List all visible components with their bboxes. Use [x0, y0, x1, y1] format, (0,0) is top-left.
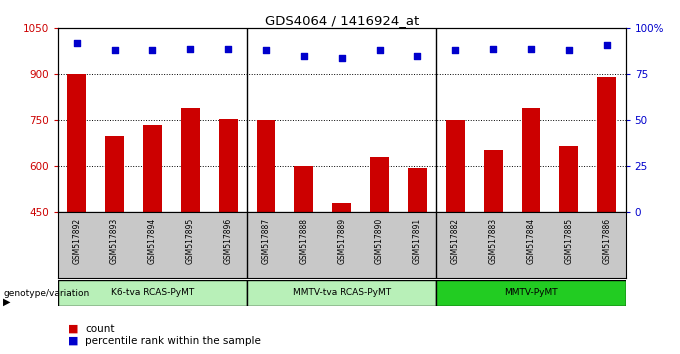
Text: MMTV-tva RCAS-PyMT: MMTV-tva RCAS-PyMT: [292, 289, 391, 297]
Point: [526, 46, 537, 51]
Text: ■: ■: [68, 336, 78, 346]
Bar: [247, 280, 437, 306]
Point: [488, 46, 498, 51]
Text: GSM517885: GSM517885: [564, 218, 573, 264]
Text: genotype/variation: genotype/variation: [3, 289, 90, 298]
Text: GSM517883: GSM517883: [489, 218, 498, 264]
Bar: [143, 125, 162, 212]
Point: [185, 46, 196, 51]
Bar: [560, 147, 578, 212]
Point: [299, 53, 309, 59]
Bar: [597, 78, 616, 212]
Bar: [446, 120, 464, 212]
Title: GDS4064 / 1416924_at: GDS4064 / 1416924_at: [265, 14, 419, 27]
Bar: [408, 168, 427, 212]
Text: GSM517893: GSM517893: [110, 218, 119, 264]
Text: GSM517887: GSM517887: [262, 218, 271, 264]
Text: GSM517896: GSM517896: [224, 218, 233, 264]
Point: [563, 47, 574, 53]
Point: [260, 47, 271, 53]
Point: [147, 47, 158, 53]
Text: GSM517886: GSM517886: [602, 218, 611, 264]
Bar: [256, 120, 275, 212]
Bar: [67, 74, 86, 212]
Bar: [333, 203, 351, 212]
Point: [222, 46, 234, 51]
Bar: [58, 280, 247, 306]
Text: GSM517890: GSM517890: [375, 218, 384, 264]
Text: GSM517889: GSM517889: [337, 218, 346, 264]
Bar: [105, 136, 124, 212]
Text: GSM517888: GSM517888: [299, 218, 308, 264]
Text: GSM517891: GSM517891: [413, 218, 422, 264]
Bar: [370, 157, 389, 212]
Bar: [219, 119, 237, 212]
Text: GSM517892: GSM517892: [72, 218, 81, 264]
Text: GSM517884: GSM517884: [526, 218, 535, 264]
Text: GSM517894: GSM517894: [148, 218, 157, 264]
Bar: [181, 108, 200, 212]
Point: [336, 55, 347, 61]
Text: GSM517882: GSM517882: [451, 218, 460, 264]
Text: count: count: [85, 324, 114, 333]
Bar: [483, 149, 503, 212]
Text: MMTV-PyMT: MMTV-PyMT: [504, 289, 558, 297]
Text: K6-tva RCAS-PyMT: K6-tva RCAS-PyMT: [111, 289, 194, 297]
Bar: [522, 108, 541, 212]
Point: [412, 53, 423, 59]
Point: [450, 47, 461, 53]
Text: GSM517895: GSM517895: [186, 218, 194, 264]
Bar: [437, 280, 626, 306]
Point: [109, 47, 120, 53]
Text: ■: ■: [68, 324, 78, 333]
Text: ▶: ▶: [3, 297, 11, 307]
Text: percentile rank within the sample: percentile rank within the sample: [85, 336, 261, 346]
Point: [71, 40, 82, 46]
Point: [374, 47, 385, 53]
Bar: [294, 166, 313, 212]
Point: [601, 42, 612, 48]
